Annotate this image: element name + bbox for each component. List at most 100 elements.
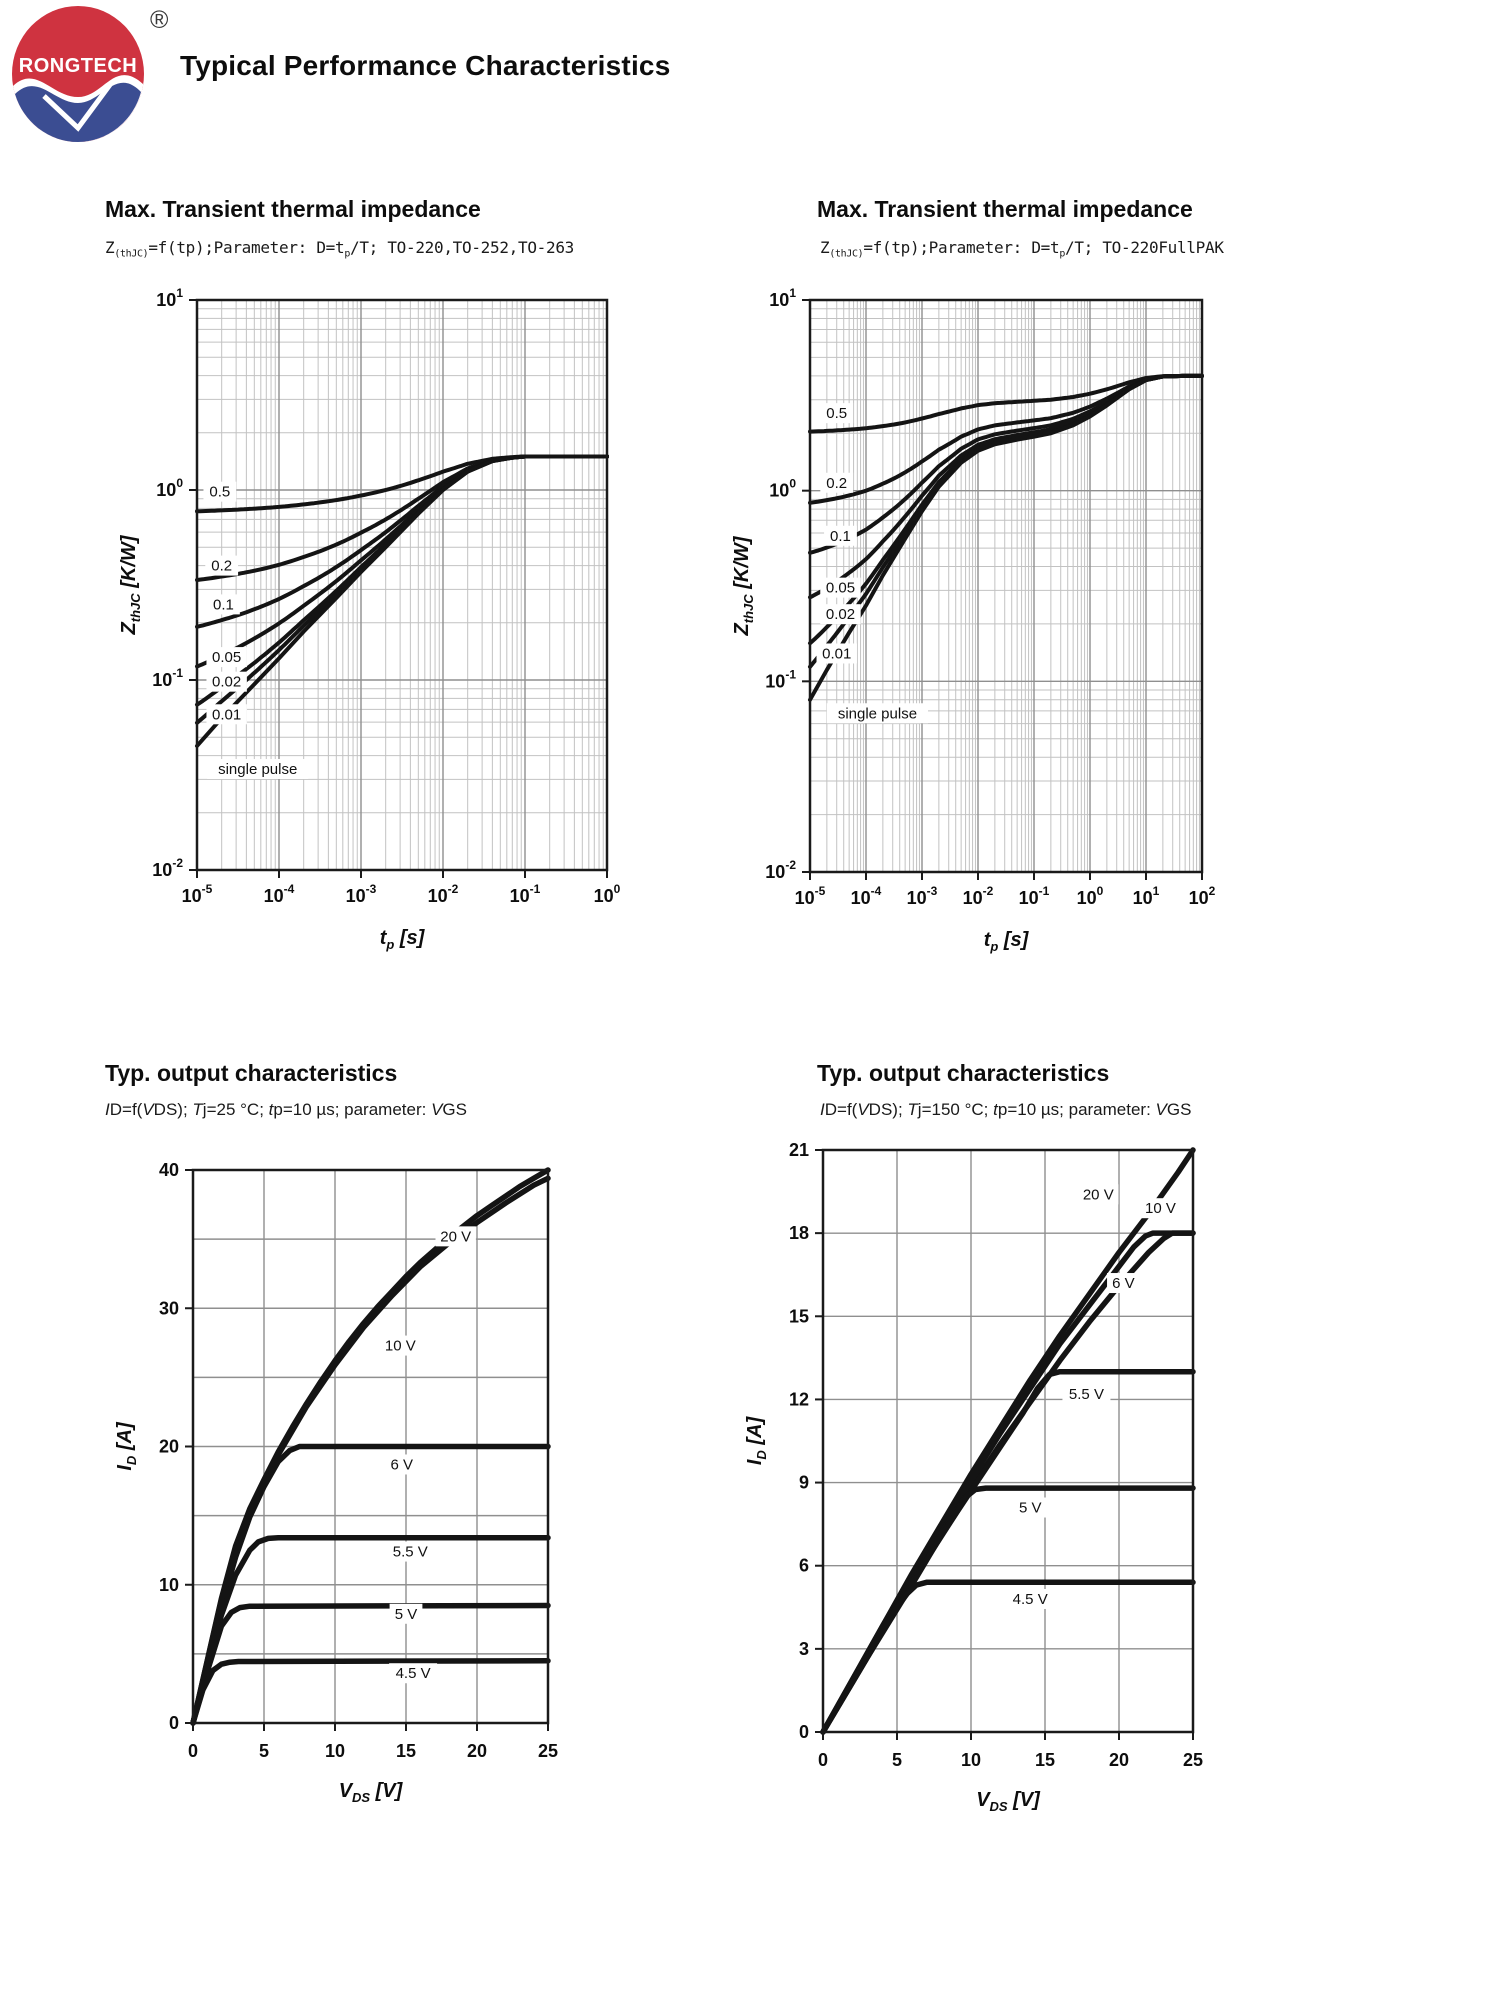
tick-label: 10-1 <box>152 666 183 690</box>
curve-label-box <box>206 671 247 692</box>
curve-label-box <box>826 703 929 724</box>
curve-label: 0.05 <box>212 649 241 666</box>
chart-title: Max. Transient thermal impedance <box>105 196 481 222</box>
tick-label: 10-3 <box>346 882 377 906</box>
curve-label: 20 V <box>1083 1186 1114 1203</box>
curve-label: 0.5 <box>209 484 230 501</box>
axis-tick-labels: 10-5 10-4 10-3 10-2 10-1 100 10-2 10-1 100 101 <box>152 286 620 906</box>
chart-subtitle: ID=f(VDS); Tj=150 °C; tp=10 µs; paramete… <box>820 1100 1192 1119</box>
series-curve-20V <box>820 1147 1196 1735</box>
curve-label: 0.02 <box>212 674 241 691</box>
y-axis-title: ID [A] <box>114 1421 139 1471</box>
grid-major <box>197 300 607 870</box>
series-curve-5V <box>190 1602 551 1726</box>
tick-label: 10-3 <box>907 884 938 908</box>
curve-label: 0.01 <box>212 706 241 723</box>
series <box>820 1147 1196 1735</box>
chart-canvas: 0 5 10 15 20 25 0 10 20 30 40 20 V 10 V 6 V 5.5 V 5 V 4.… <box>96 1130 580 1840</box>
tick-label: 10-1 <box>1019 884 1050 908</box>
tick-label: 40 <box>159 1160 179 1180</box>
curve-label: 5 V <box>395 1606 418 1623</box>
y-axis-title: ID [A] <box>744 1416 769 1466</box>
tick-label: 0 <box>799 1722 809 1742</box>
curve-labels: 20 V 10 V 6 V 5.5 V 5 V 4.5 V <box>380 1226 476 1684</box>
logo-wordmark: RONGTECH <box>19 55 137 77</box>
y-axis-title: ZthJC [K/W] <box>731 535 756 636</box>
curve-label-box <box>820 403 854 424</box>
tick-label: 0 <box>818 1750 828 1770</box>
chart-canvas: 10-5 10-4 10-3 10-2 10-1 100 10-2 10-1 100 101 0.5… <box>100 260 649 987</box>
tick-label: 10-5 <box>182 882 213 906</box>
tick-label: 9 <box>799 1473 809 1493</box>
series-curve-4.5V <box>190 1658 551 1726</box>
tick-label: 5 <box>892 1750 902 1770</box>
tick-label: 10-2 <box>963 884 994 908</box>
x-axis-title: VDS [V] <box>976 1789 1041 1814</box>
curve-label-box <box>386 1541 435 1562</box>
series <box>195 454 609 748</box>
curve-label: 5.5 V <box>1069 1386 1104 1403</box>
series <box>808 373 1204 702</box>
curve-label: 0.2 <box>211 558 232 575</box>
plot-frame <box>808 298 1204 874</box>
axis-tick-labels: 10-5 10-4 10-3 10-2 10-1 100 101 102 10-2 10-1 100… <box>765 286 1215 908</box>
curve-label: 4.5 V <box>396 1665 431 1682</box>
curve-label-box <box>380 1335 421 1356</box>
tick-label: 25 <box>538 1741 558 1761</box>
page-title: Typical Performance Characteristics <box>180 50 671 81</box>
registered-trademark-icon: ® <box>150 6 169 34</box>
curve-labels: 0.5 0.2 0.1 0.05 0.02 0.01 single pulse <box>816 403 929 724</box>
curve-label: 6 V <box>1112 1275 1135 1292</box>
curve-label: single pulse <box>838 705 917 722</box>
curve-label: 10 V <box>385 1338 416 1355</box>
series-curve-single-pulse <box>808 373 1204 702</box>
tick-label: 3 <box>799 1639 809 1659</box>
curve-label-box <box>1107 1273 1140 1294</box>
series-curve-4.5V <box>820 1579 1196 1735</box>
series <box>190 1167 551 1726</box>
curve-label: 0.05 <box>826 580 855 597</box>
curve-label-box <box>820 472 854 493</box>
tick-label: 12 <box>789 1389 809 1409</box>
axis-ticks <box>802 299 1203 880</box>
tick-label: 10-1 <box>765 667 796 691</box>
tick-label: 100 <box>594 882 621 906</box>
tick-label: 20 <box>159 1437 179 1457</box>
curve-label-box <box>1006 1588 1055 1609</box>
tick-label: 10 <box>325 1741 345 1761</box>
curve-label-box <box>385 1454 419 1475</box>
chart-svg: 10-5 10-4 10-3 10-2 10-1 100 101 102 10-2 10-1 100… <box>731 286 1216 954</box>
curve-label: 20 V <box>440 1228 471 1245</box>
tick-label: 5 <box>259 1741 269 1761</box>
curve-label-box <box>816 643 857 664</box>
chart-title: Typ. output characteristics <box>817 1060 1110 1086</box>
series-curve-10V <box>190 1175 551 1726</box>
curve-labels: 20 V 10 V 6 V 5.5 V 5 V 4.5 V <box>1006 1184 1181 1609</box>
x-axis-title: tp [s] <box>380 927 426 952</box>
tick-label: 101 <box>769 286 796 310</box>
tick-label: 10-4 <box>264 882 295 906</box>
axis-tick-labels: 0 5 10 15 20 25 0 3 6 9 12 15 18 21 <box>789 1140 1203 1770</box>
series-curve-5V <box>820 1485 1196 1735</box>
series-curve-D0.5 <box>195 454 609 514</box>
curve-label: 4.5 V <box>1013 1591 1048 1608</box>
tick-label: 101 <box>156 286 183 310</box>
tick-label: 21 <box>789 1140 809 1160</box>
tick-label: 0 <box>169 1713 179 1733</box>
tick-label: 10-5 <box>795 884 826 908</box>
tick-label: 10-1 <box>510 882 541 906</box>
curve-label-box <box>1140 1198 1181 1219</box>
curve-labels: 0.5 0.2 0.1 0.05 0.02 0.01 single pulse <box>203 481 309 780</box>
axis-tick-labels: 0 5 10 15 20 25 0 10 20 30 40 <box>159 1160 558 1761</box>
curve-label: 10 V <box>1145 1200 1176 1217</box>
curve-label-box <box>820 577 861 598</box>
chart-svg: 0 5 10 15 20 25 0 3 6 9 12 15 18 21 20 V 10 V 6 V 5.5 V 5 … <box>744 1140 1203 1814</box>
tick-label: 10 <box>159 1575 179 1595</box>
y-axis-title: ZthJC [K/W] <box>118 534 143 635</box>
rongtech-logo: RONGTECH <box>8 4 148 144</box>
plot-frame <box>821 1148 1195 1734</box>
tick-label: 15 <box>396 1741 416 1761</box>
curve-label-box <box>206 647 247 668</box>
axis-ticks <box>189 299 608 878</box>
